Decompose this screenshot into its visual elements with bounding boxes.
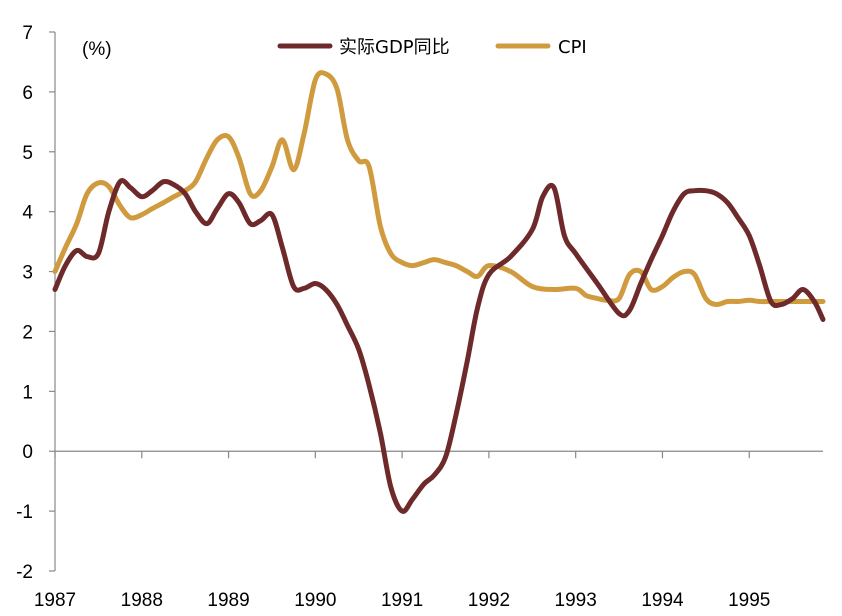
unit-label: (%) (82, 39, 112, 60)
x-tick-label: 1989 (207, 590, 249, 611)
legend-item-cpi: CPI (495, 37, 587, 58)
x-tick-label: 1991 (381, 590, 423, 611)
series-layer (52, 70, 826, 514)
y-tick-label: 5 (22, 143, 33, 164)
legend-item-gdp: 实际GDP同比 (277, 37, 450, 58)
legend: 实际GDP同比 CPI (277, 37, 587, 58)
axes-layer: -2 -1 0 1 2 3 4 5 6 7 1987 1988 1989 1990 1991 1992 1993… (16, 23, 823, 611)
series-line-cpi (52, 70, 826, 308)
x-tick-label: 1988 (121, 590, 163, 611)
x-tick-label: 1994 (641, 590, 684, 611)
y-tick-label: 1 (22, 382, 33, 403)
x-tick-label: 1992 (468, 590, 510, 611)
y-tick-label: -1 (16, 502, 33, 523)
y-tick-label: 7 (22, 23, 33, 44)
legend-label: CPI (558, 37, 587, 58)
x-tick-label: 1990 (294, 590, 336, 611)
y-tick-label: 3 (22, 263, 33, 284)
y-tick-label: 6 (22, 83, 33, 104)
legend-label: 实际GDP同比 (339, 37, 450, 58)
y-tick-label: 2 (22, 322, 33, 343)
x-tick-label: 1995 (728, 590, 770, 611)
y-tick-label: -2 (16, 562, 33, 583)
x-tick-label: 1993 (555, 590, 597, 611)
y-tick-label: 0 (22, 442, 33, 463)
x-tick-label: 1987 (34, 590, 76, 611)
series-line-gdp (52, 178, 826, 514)
y-tick-label: 4 (22, 203, 33, 224)
